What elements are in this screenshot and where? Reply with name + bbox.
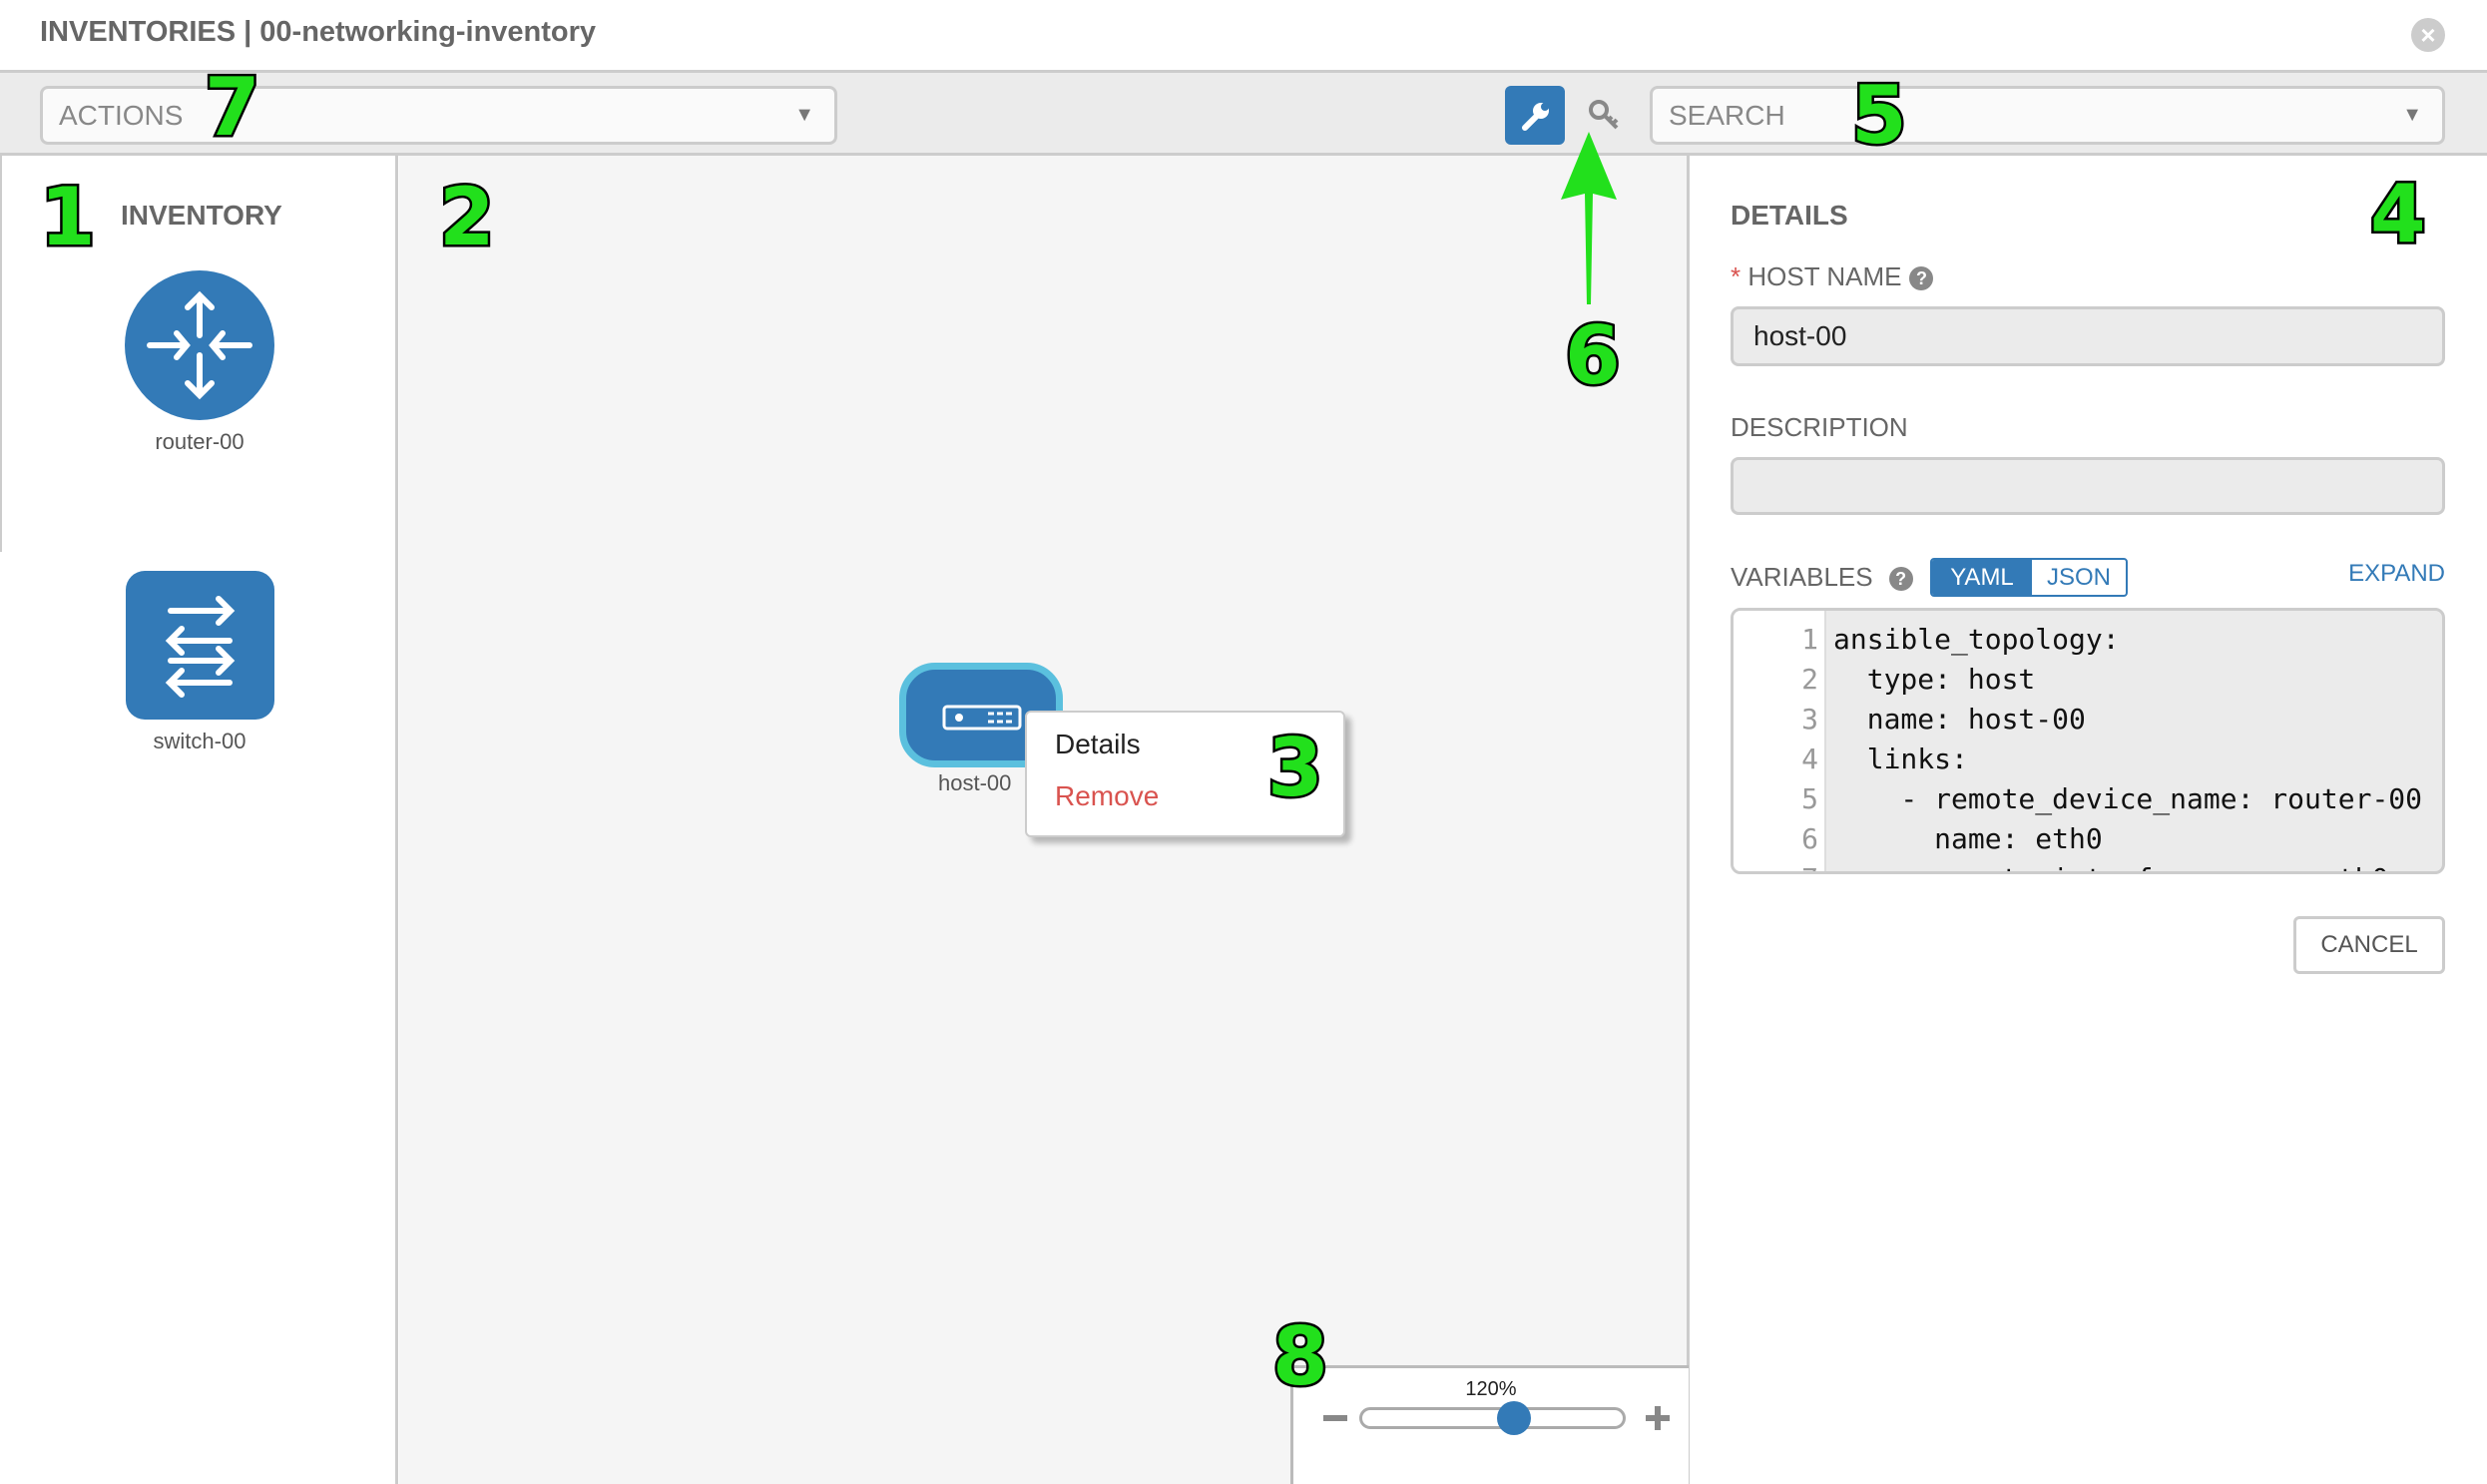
- context-menu: Details Remove: [1025, 711, 1345, 837]
- chevron-down-icon: ▼: [794, 104, 814, 126]
- line-number: 5: [1801, 782, 1818, 815]
- line-number: 2: [1801, 663, 1818, 696]
- host-name-input[interactable]: [1731, 306, 2445, 366]
- line-number: 1: [1801, 623, 1818, 656]
- switch-icon: [165, 596, 236, 698]
- details-title: DETAILS: [1731, 200, 1848, 231]
- annotation-5: 5: [1849, 69, 1910, 162]
- line-number: 3: [1801, 703, 1818, 736]
- inventory-title: INVENTORY: [121, 200, 282, 231]
- format-toggle: YAML JSON: [1930, 558, 2128, 597]
- code-line: name: host-00: [1833, 703, 2086, 736]
- line-number: 4: [1801, 742, 1818, 775]
- zoom-slider-handle[interactable]: [1496, 1401, 1531, 1435]
- actions-dropdown[interactable]: ACTIONS ▼: [40, 86, 837, 145]
- host-name-label: * HOST NAME?: [1731, 261, 1934, 292]
- help-icon[interactable]: ?: [1909, 266, 1934, 291]
- expand-link[interactable]: EXPAND: [2348, 560, 2445, 587]
- host-name-label-text: HOST NAME: [1747, 261, 1902, 291]
- divider: [0, 156, 2, 552]
- json-toggle[interactable]: JSON: [2046, 564, 2111, 591]
- required-mark: *: [1731, 261, 1741, 291]
- code-line: remote_interface_name: eth0: [1833, 862, 2388, 871]
- annotation-8: 8: [1270, 1310, 1331, 1403]
- annotation-7: 7: [203, 61, 263, 154]
- wrench-icon: [1522, 103, 1549, 131]
- host-server-icon: [942, 705, 1022, 731]
- zoom-in-icon[interactable]: [1646, 1406, 1670, 1430]
- annotation-2: 2: [437, 171, 498, 263]
- yaml-toggle[interactable]: YAML: [1932, 560, 2032, 595]
- router-label: router-00: [155, 429, 245, 454]
- search-dropdown[interactable]: SEARCH ▼: [1650, 86, 2445, 145]
- cancel-button[interactable]: CANCEL: [2293, 916, 2445, 974]
- inventory-item-switch[interactable]: [126, 571, 274, 720]
- router-icon: [147, 290, 252, 400]
- zoom-control: 120%: [1290, 1365, 1689, 1484]
- page-title: INVENTORIES | 00-networking-inventory: [40, 16, 597, 48]
- wrench-button[interactable]: [1505, 86, 1565, 145]
- variables-label-text: VARIABLES: [1731, 562, 1873, 592]
- zoom-out-icon[interactable]: [1323, 1415, 1347, 1421]
- zoom-slider[interactable]: [1359, 1407, 1626, 1429]
- description-input[interactable]: [1731, 457, 2445, 515]
- code-line: - remote_device_name: router-00: [1833, 782, 2423, 815]
- line-number: 7: [1734, 862, 1818, 871]
- annotation-3: 3: [1265, 722, 1326, 814]
- code-line: name: eth0: [1833, 822, 2103, 855]
- actions-label: ACTIONS: [59, 100, 184, 131]
- menu-item-remove[interactable]: Remove: [1055, 780, 1160, 811]
- zoom-level: 120%: [1465, 1378, 1517, 1400]
- header: [0, 0, 2487, 73]
- annotation-arrow-icon: [1561, 132, 1617, 304]
- annotation-6: 6: [1563, 309, 1624, 402]
- description-label: DESCRIPTION: [1731, 412, 1908, 442]
- menu-item-details[interactable]: Details: [1055, 729, 1141, 759]
- code-line: links:: [1833, 742, 1968, 775]
- search-label: SEARCH: [1669, 100, 1785, 131]
- chevron-down-icon: ▼: [2402, 104, 2422, 126]
- help-icon[interactable]: ?: [1888, 567, 1913, 592]
- code-line: type: host: [1833, 663, 2036, 696]
- line-gutter: [1734, 611, 1826, 871]
- switch-label: switch-00: [153, 729, 247, 753]
- inventory-item-router[interactable]: [125, 270, 274, 420]
- key-icon[interactable]: [1587, 98, 1623, 134]
- annotation-4: 4: [2368, 168, 2429, 260]
- variables-editor[interactable]: 1 ansible_topology: 2 type: host 3 name: ho…: [1731, 608, 2445, 874]
- variables-label: VARIABLES?: [1731, 562, 1913, 593]
- code-line: ansible_topology:: [1833, 623, 2120, 656]
- line-number: 6: [1801, 822, 1818, 855]
- annotation-1: 1: [38, 171, 99, 263]
- host-node-label: host-00: [938, 770, 1012, 795]
- close-icon[interactable]: ×: [2411, 18, 2445, 52]
